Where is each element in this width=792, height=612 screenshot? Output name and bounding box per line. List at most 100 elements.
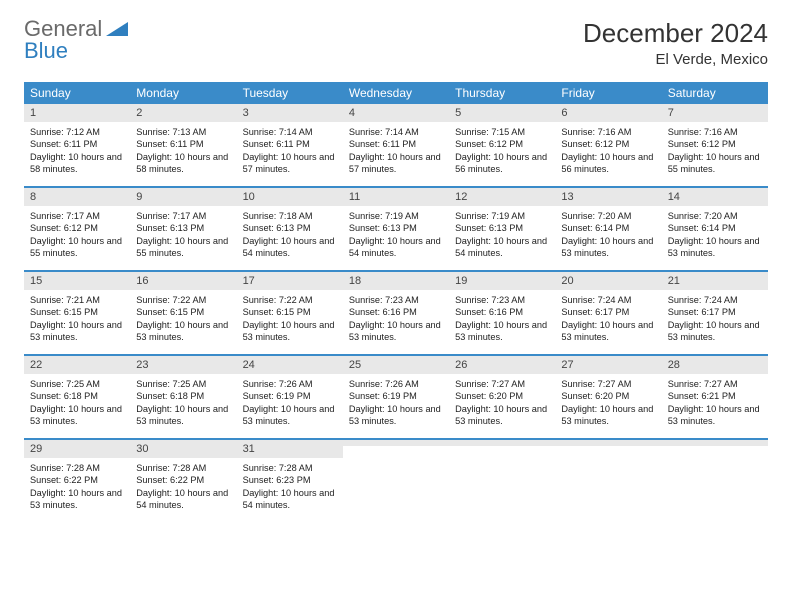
sunrise-line: Sunrise: 7:24 AM <box>561 294 655 306</box>
sunset-line: Sunset: 6:13 PM <box>136 222 230 234</box>
title-block: December 2024 El Verde, Mexico <box>583 18 768 68</box>
calendar-day <box>555 440 661 522</box>
day-number: 3 <box>237 104 343 122</box>
day-number: 15 <box>24 272 130 290</box>
day-details: Sunrise: 7:20 AMSunset: 6:14 PMDaylight:… <box>662 206 768 266</box>
sunrise-line: Sunrise: 7:25 AM <box>30 378 124 390</box>
day-details: Sunrise: 7:25 AMSunset: 6:18 PMDaylight:… <box>130 374 236 434</box>
sunrise-line: Sunrise: 7:27 AM <box>455 378 549 390</box>
day-number: 23 <box>130 356 236 374</box>
day-details: Sunrise: 7:25 AMSunset: 6:18 PMDaylight:… <box>24 374 130 434</box>
calendar-day <box>449 440 555 522</box>
day-number: 25 <box>343 356 449 374</box>
dow-tuesday: Tuesday <box>237 82 343 104</box>
sunset-line: Sunset: 6:15 PM <box>30 306 124 318</box>
sunrise-line: Sunrise: 7:20 AM <box>561 210 655 222</box>
calendar-day <box>343 440 449 522</box>
sunrise-line: Sunrise: 7:19 AM <box>455 210 549 222</box>
sunrise-line: Sunrise: 7:28 AM <box>30 462 124 474</box>
daylight-line: Daylight: 10 hours and 56 minutes. <box>455 151 549 176</box>
calendar-day: 29Sunrise: 7:28 AMSunset: 6:22 PMDayligh… <box>24 440 130 522</box>
day-details: Sunrise: 7:27 AMSunset: 6:20 PMDaylight:… <box>449 374 555 434</box>
calendar-day: 3Sunrise: 7:14 AMSunset: 6:11 PMDaylight… <box>237 104 343 186</box>
calendar-day: 24Sunrise: 7:26 AMSunset: 6:19 PMDayligh… <box>237 356 343 438</box>
calendar-day: 6Sunrise: 7:16 AMSunset: 6:12 PMDaylight… <box>555 104 661 186</box>
calendar-day: 16Sunrise: 7:22 AMSunset: 6:15 PMDayligh… <box>130 272 236 354</box>
day-details: Sunrise: 7:28 AMSunset: 6:22 PMDaylight:… <box>24 458 130 518</box>
day-details: Sunrise: 7:16 AMSunset: 6:12 PMDaylight:… <box>662 122 768 182</box>
sunset-line: Sunset: 6:20 PM <box>455 390 549 402</box>
daylight-line: Daylight: 10 hours and 54 minutes. <box>349 235 443 260</box>
calendar-day: 8Sunrise: 7:17 AMSunset: 6:12 PMDaylight… <box>24 188 130 270</box>
daylight-line: Daylight: 10 hours and 54 minutes. <box>243 487 337 512</box>
calendar-day: 20Sunrise: 7:24 AMSunset: 6:17 PMDayligh… <box>555 272 661 354</box>
daylight-line: Daylight: 10 hours and 53 minutes. <box>30 403 124 428</box>
calendar-day: 1Sunrise: 7:12 AMSunset: 6:11 PMDaylight… <box>24 104 130 186</box>
day-details: Sunrise: 7:28 AMSunset: 6:23 PMDaylight:… <box>237 458 343 518</box>
day-details: Sunrise: 7:19 AMSunset: 6:13 PMDaylight:… <box>343 206 449 266</box>
day-number: 4 <box>343 104 449 122</box>
sunrise-line: Sunrise: 7:23 AM <box>455 294 549 306</box>
sunset-line: Sunset: 6:13 PM <box>243 222 337 234</box>
daylight-line: Daylight: 10 hours and 57 minutes. <box>243 151 337 176</box>
sunset-line: Sunset: 6:20 PM <box>561 390 655 402</box>
day-details: Sunrise: 7:18 AMSunset: 6:13 PMDaylight:… <box>237 206 343 266</box>
daylight-line: Daylight: 10 hours and 57 minutes. <box>349 151 443 176</box>
weeks-container: 1Sunrise: 7:12 AMSunset: 6:11 PMDaylight… <box>24 104 768 522</box>
sunset-line: Sunset: 6:19 PM <box>243 390 337 402</box>
header: General Blue December 2024 El Verde, Mex… <box>24 18 768 68</box>
dow-saturday: Saturday <box>662 82 768 104</box>
sunset-line: Sunset: 6:16 PM <box>349 306 443 318</box>
day-details: Sunrise: 7:27 AMSunset: 6:21 PMDaylight:… <box>662 374 768 434</box>
dow-friday: Friday <box>555 82 661 104</box>
day-details: Sunrise: 7:27 AMSunset: 6:20 PMDaylight:… <box>555 374 661 434</box>
day-number: 9 <box>130 188 236 206</box>
daylight-line: Daylight: 10 hours and 53 minutes. <box>349 319 443 344</box>
calendar-day: 21Sunrise: 7:24 AMSunset: 6:17 PMDayligh… <box>662 272 768 354</box>
sunrise-line: Sunrise: 7:28 AM <box>243 462 337 474</box>
calendar: Sunday Monday Tuesday Wednesday Thursday… <box>24 82 768 522</box>
sunrise-line: Sunrise: 7:17 AM <box>30 210 124 222</box>
sunset-line: Sunset: 6:15 PM <box>136 306 230 318</box>
daylight-line: Daylight: 10 hours and 53 minutes. <box>561 319 655 344</box>
sunrise-line: Sunrise: 7:25 AM <box>136 378 230 390</box>
day-number: 10 <box>237 188 343 206</box>
dow-header-row: Sunday Monday Tuesday Wednesday Thursday… <box>24 82 768 104</box>
day-details: Sunrise: 7:14 AMSunset: 6:11 PMDaylight:… <box>343 122 449 182</box>
sunrise-line: Sunrise: 7:22 AM <box>136 294 230 306</box>
sunset-line: Sunset: 6:11 PM <box>349 138 443 150</box>
sunrise-line: Sunrise: 7:22 AM <box>243 294 337 306</box>
sunset-line: Sunset: 6:14 PM <box>561 222 655 234</box>
sunset-line: Sunset: 6:23 PM <box>243 474 337 486</box>
daylight-line: Daylight: 10 hours and 53 minutes. <box>561 403 655 428</box>
calendar-day: 22Sunrise: 7:25 AMSunset: 6:18 PMDayligh… <box>24 356 130 438</box>
calendar-week: 1Sunrise: 7:12 AMSunset: 6:11 PMDaylight… <box>24 104 768 188</box>
day-number: 28 <box>662 356 768 374</box>
sunset-line: Sunset: 6:13 PM <box>349 222 443 234</box>
calendar-week: 15Sunrise: 7:21 AMSunset: 6:15 PMDayligh… <box>24 272 768 356</box>
calendar-day: 9 Sunrise: 7:17 AMSunset: 6:13 PMDaylight… <box>130 188 236 270</box>
calendar-week: 8Sunrise: 7:17 AMSunset: 6:12 PMDaylight… <box>24 188 768 272</box>
day-details: Sunrise: 7:23 AMSunset: 6:16 PMDaylight:… <box>449 290 555 350</box>
calendar-day: 10Sunrise: 7:18 AMSunset: 6:13 PMDayligh… <box>237 188 343 270</box>
daylight-line: Daylight: 10 hours and 53 minutes. <box>455 319 549 344</box>
sunrise-line: Sunrise: 7:14 AM <box>243 126 337 138</box>
day-details: Sunrise: 7:28 AMSunset: 6:22 PMDaylight:… <box>130 458 236 518</box>
sunrise-line: Sunrise: 7:17 AM <box>136 210 230 222</box>
sunrise-line: Sunrise: 7:14 AM <box>349 126 443 138</box>
daylight-line: Daylight: 10 hours and 53 minutes. <box>136 403 230 428</box>
daylight-line: Daylight: 10 hours and 54 minutes. <box>455 235 549 260</box>
sunset-line: Sunset: 6:14 PM <box>668 222 762 234</box>
day-details: Sunrise: 7:21 AMSunset: 6:15 PMDaylight:… <box>24 290 130 350</box>
calendar-week: 29Sunrise: 7:28 AMSunset: 6:22 PMDayligh… <box>24 440 768 522</box>
day-number: 27 <box>555 356 661 374</box>
dow-wednesday: Wednesday <box>343 82 449 104</box>
daylight-line: Daylight: 10 hours and 55 minutes. <box>136 235 230 260</box>
calendar-week: 22Sunrise: 7:25 AMSunset: 6:18 PMDayligh… <box>24 356 768 440</box>
sunrise-line: Sunrise: 7:23 AM <box>349 294 443 306</box>
day-number <box>343 440 449 446</box>
sunset-line: Sunset: 6:21 PM <box>668 390 762 402</box>
sunset-line: Sunset: 6:12 PM <box>30 222 124 234</box>
daylight-line: Daylight: 10 hours and 54 minutes. <box>243 235 337 260</box>
sunrise-line: Sunrise: 7:16 AM <box>561 126 655 138</box>
